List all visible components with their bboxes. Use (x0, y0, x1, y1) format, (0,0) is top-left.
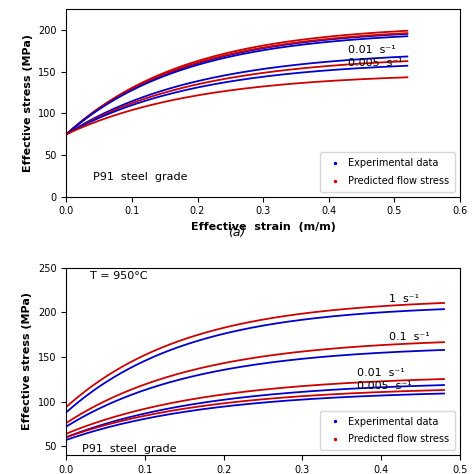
Text: 0.01  s⁻¹: 0.01 s⁻¹ (348, 45, 396, 55)
Text: 0.1  s⁻¹: 0.1 s⁻¹ (389, 332, 430, 342)
Text: 0.005  s⁻¹: 0.005 s⁻¹ (348, 58, 403, 68)
Y-axis label: Effective stress (MPa): Effective stress (MPa) (23, 34, 33, 172)
Legend: Experimental data, Predicted flow stress: Experimental data, Predicted flow stress (320, 411, 455, 450)
Text: 1  s⁻¹: 1 s⁻¹ (389, 294, 419, 304)
Y-axis label: Effective stress (MPa): Effective stress (MPa) (22, 292, 32, 430)
Text: T = 950°C: T = 950°C (90, 272, 147, 282)
Text: 0.005  s⁻¹: 0.005 s⁻¹ (357, 382, 412, 392)
Text: P91  steel  grade: P91 steel grade (92, 172, 187, 182)
Legend: Experimental data, Predicted flow stress: Experimental data, Predicted flow stress (320, 152, 455, 192)
Text: (a): (a) (228, 226, 246, 238)
X-axis label: Effective  strain  (m/m): Effective strain (m/m) (191, 222, 336, 232)
Text: 0.01  s⁻¹: 0.01 s⁻¹ (357, 368, 405, 378)
Text: P91  steel  grade: P91 steel grade (82, 444, 177, 455)
